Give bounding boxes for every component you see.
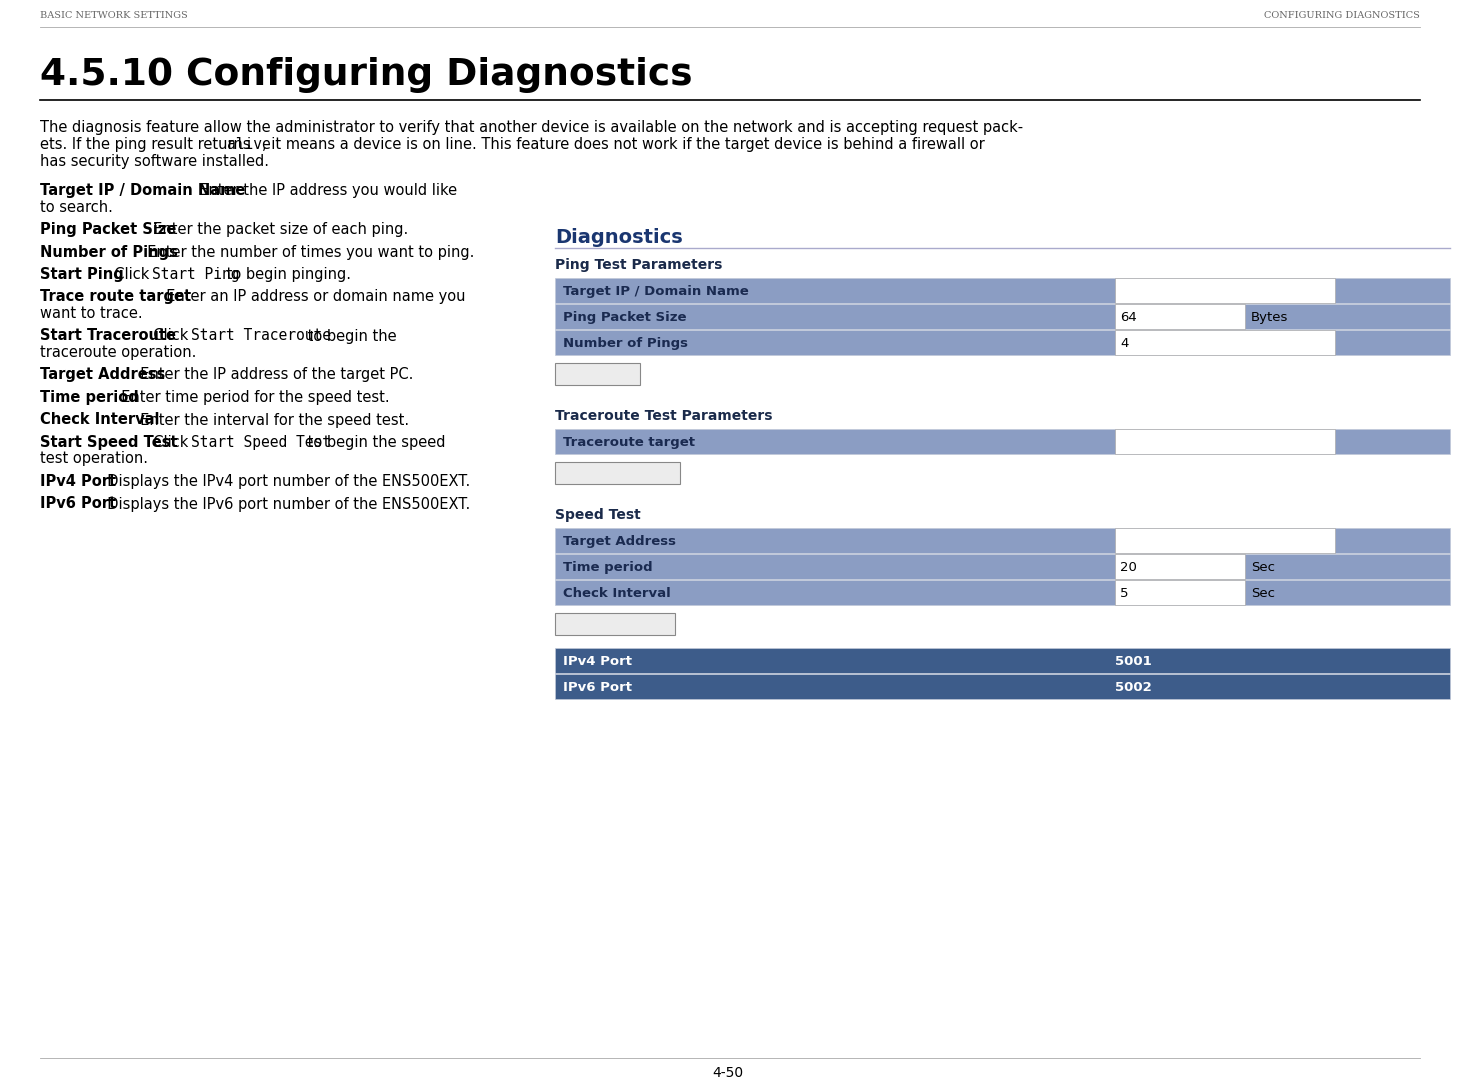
Text: Target IP / Domain Name: Target IP / Domain Name [562,284,749,298]
Text: Enter the packet size of each ping.: Enter the packet size of each ping. [144,222,408,237]
Text: Displays the IPv6 port number of the ENS500EXT.: Displays the IPv6 port number of the ENS… [99,497,471,511]
Text: IPv4 Port: IPv4 Port [562,655,632,668]
Text: Start Traceroute: Start Traceroute [191,328,331,343]
Text: Ping Packet Size: Ping Packet Size [562,311,686,324]
Text: Enter the number of times you want to ping.: Enter the number of times you want to pi… [137,244,474,259]
Text: Enter the interval for the speed test.: Enter the interval for the speed test. [131,412,409,427]
Text: to begin the speed: to begin the speed [303,435,446,450]
Text: ets. If the ping result returns: ets. If the ping result returns [39,137,255,152]
Text: 20: 20 [1120,561,1136,574]
FancyBboxPatch shape [555,674,1450,699]
FancyBboxPatch shape [555,462,680,484]
FancyBboxPatch shape [1115,429,1335,455]
FancyBboxPatch shape [555,429,1450,455]
FancyBboxPatch shape [555,554,1450,579]
Text: Ping Test Parameters: Ping Test Parameters [555,258,723,272]
Text: CONFIGURING DIAGNOSTICS: CONFIGURING DIAGNOSTICS [1265,11,1421,20]
Text: to begin the: to begin the [303,328,396,343]
Text: Start Traceroute: Start Traceroute [567,468,669,481]
Text: Sec: Sec [1252,588,1275,600]
Text: Target IP / Domain Name: Target IP / Domain Name [39,183,245,198]
FancyBboxPatch shape [1115,580,1244,605]
FancyBboxPatch shape [1115,278,1335,303]
Text: Trace route target: Trace route target [39,290,191,304]
Text: Number of Pings: Number of Pings [562,337,688,350]
Text: Traceroute Test Parameters: Traceroute Test Parameters [555,409,772,423]
Text: Check Interval: Check Interval [562,588,670,600]
FancyBboxPatch shape [555,304,1450,329]
Text: BASIC NETWORK SETTINGS: BASIC NETWORK SETTINGS [39,11,188,20]
Text: test operation.: test operation. [39,451,149,467]
Text: 5002: 5002 [1115,681,1151,694]
Text: Click: Click [105,267,154,282]
Text: Start Ping: Start Ping [567,368,628,381]
Text: to search.: to search. [39,199,112,215]
Text: Start Ping: Start Ping [39,267,124,282]
FancyBboxPatch shape [1115,330,1335,355]
Text: Target Address: Target Address [39,367,165,383]
Text: Enter an IP address or domain name you: Enter an IP address or domain name you [157,290,465,304]
Text: Target Address: Target Address [562,535,676,548]
Text: 4: 4 [1120,337,1128,350]
Text: IPv6 Port: IPv6 Port [562,681,632,694]
Text: Time period: Time period [562,561,653,574]
Text: Start Traceroute: Start Traceroute [39,328,176,343]
Text: Number of Pings: Number of Pings [39,244,178,259]
Text: Bytes: Bytes [1252,311,1288,324]
Text: Enter time period for the speed test.: Enter time period for the speed test. [112,390,389,405]
Text: 64: 64 [1120,311,1136,324]
Text: Traceroute target: Traceroute target [562,436,695,449]
Text: Start Speed Test: Start Speed Test [39,435,178,450]
Text: Click: Click [144,328,192,343]
Text: Diagnostics: Diagnostics [555,228,683,247]
FancyBboxPatch shape [1115,304,1244,329]
Text: , it means a device is on line. This feature does not work if the target device : , it means a device is on line. This fea… [262,137,985,152]
Text: 4.5.10 Configuring Diagnostics: 4.5.10 Configuring Diagnostics [39,57,692,93]
Text: 4-50: 4-50 [712,1066,743,1080]
Text: traceroute operation.: traceroute operation. [39,346,197,360]
Text: has security software installed.: has security software installed. [39,154,270,169]
Text: IPv4 Port: IPv4 Port [39,474,117,489]
Text: want to trace.: want to trace. [39,306,143,320]
Text: 5: 5 [1120,588,1129,600]
Text: to begin pinging.: to begin pinging. [221,267,351,282]
Text: 5001: 5001 [1115,655,1151,668]
Text: Sec: Sec [1252,561,1275,574]
Text: Ping Packet Size: Ping Packet Size [39,222,176,237]
FancyBboxPatch shape [555,363,640,385]
FancyBboxPatch shape [555,278,1450,303]
FancyBboxPatch shape [1115,528,1335,553]
Text: Click: Click [144,435,192,450]
Text: alive: alive [227,137,271,152]
FancyBboxPatch shape [555,613,675,635]
Text: Time period: Time period [39,390,138,405]
Text: Start Ping: Start Ping [152,267,239,282]
Text: Check Interval: Check Interval [39,412,159,427]
Text: Start Speed Test: Start Speed Test [191,435,331,450]
FancyBboxPatch shape [555,528,1450,553]
FancyBboxPatch shape [555,647,1450,673]
Text: Speed Test: Speed Test [555,508,641,522]
Text: Enter the IP address of the target PC.: Enter the IP address of the target PC. [131,367,414,383]
FancyBboxPatch shape [555,330,1450,355]
Text: Displays the IPv4 port number of the ENS500EXT.: Displays the IPv4 port number of the ENS… [99,474,471,489]
FancyBboxPatch shape [1115,554,1244,579]
Text: The diagnosis feature allow the administrator to verify that another device is a: The diagnosis feature allow the administ… [39,120,1023,135]
Text: Enter the IP address you would like: Enter the IP address you would like [189,183,456,198]
Text: Start Speed Test: Start Speed Test [564,618,666,631]
FancyBboxPatch shape [555,580,1450,605]
Text: IPv6 Port: IPv6 Port [39,497,117,511]
